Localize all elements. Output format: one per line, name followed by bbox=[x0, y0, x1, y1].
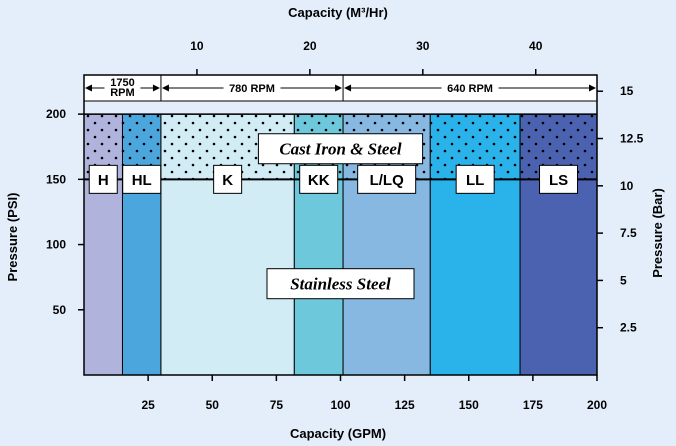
x-bottom-tick-label: 100 bbox=[330, 398, 350, 412]
material-stainless-steel-box bbox=[266, 268, 415, 300]
rpm-label-1750-rpm: 1750 RPM bbox=[110, 77, 134, 99]
x-bottom-tick-label: 200 bbox=[587, 398, 607, 412]
band-label-ls: LS bbox=[549, 172, 568, 189]
x-bottom-tick-label: 125 bbox=[395, 398, 415, 412]
rpm-arrow-head bbox=[335, 84, 343, 92]
band-label-box-kk bbox=[299, 164, 339, 194]
limit-lines-layer bbox=[84, 113, 597, 181]
band-label-l-lq: L/LQ bbox=[370, 172, 404, 189]
y-left-tick-label: 100 bbox=[46, 238, 66, 252]
rpm-label-640-rpm: 640 RPM bbox=[447, 83, 493, 95]
band-label-kk: KK bbox=[308, 172, 330, 189]
rpm-range-row: 1750 RPM 780 RPM 640 RPM bbox=[83, 74, 598, 102]
y-left-tick-label: 50 bbox=[53, 303, 67, 317]
band-label-box-ls bbox=[539, 164, 579, 194]
y-axis-right-title: Pressure (Bar) bbox=[650, 188, 665, 278]
y-right-tick-label: 2.5 bbox=[620, 321, 637, 335]
x-bottom-tick-label: 50 bbox=[206, 398, 220, 412]
x-axis-top-title: Capacity (M³/Hr) bbox=[288, 5, 388, 20]
band-label-box-h bbox=[88, 164, 118, 194]
band-label-box-ll bbox=[455, 164, 495, 194]
rpm-arrow-head bbox=[161, 84, 169, 92]
rpm-arrow-head bbox=[85, 84, 92, 92]
band-label-box-k bbox=[213, 164, 243, 194]
rpm-arrow-head bbox=[344, 84, 352, 92]
y-axis-left-title: Pressure (PSI) bbox=[5, 193, 20, 282]
y-right-tick-label: 15 bbox=[620, 84, 634, 98]
material-cast-iron-steel: Cast Iron & Steel bbox=[279, 140, 402, 159]
rpm-arrow-head bbox=[152, 84, 160, 92]
rpm-arrow-head bbox=[589, 84, 596, 92]
x-top-tick-label: 20 bbox=[303, 39, 317, 53]
y-left-tick-label: 150 bbox=[46, 172, 66, 186]
material-labels: Cast Iron & Steel Stainless Steel bbox=[257, 133, 424, 300]
band-labels-layer: H HL K KK L/LQ LL LS bbox=[88, 164, 579, 194]
band-label-box-l-lq bbox=[357, 164, 417, 194]
x-top-tick-label: 30 bbox=[416, 39, 430, 53]
band-label-ll: LL bbox=[466, 172, 484, 189]
x-axis-bottom-title: Capacity (GPM) bbox=[290, 426, 386, 441]
x-bottom-tick-label: 175 bbox=[523, 398, 543, 412]
axes-layer: 25 50 75 100 125 150 175 200 10 20 30 40 50 100 150 200… bbox=[46, 39, 644, 412]
y-right-tick-label: 7.5 bbox=[620, 226, 637, 240]
band-label-hl: HL bbox=[132, 172, 152, 189]
y-right-tick-label: 12.5 bbox=[620, 132, 644, 146]
x-bottom-tick-label: 25 bbox=[141, 398, 155, 412]
band-label-h: H bbox=[98, 172, 109, 189]
material-cast-iron-steel-box bbox=[257, 133, 424, 165]
x-bottom-tick-label: 150 bbox=[459, 398, 479, 412]
band-label-k: K bbox=[222, 172, 233, 189]
y-right-tick-label: 5 bbox=[620, 273, 627, 287]
rpm-label-780-rpm: 780 RPM bbox=[229, 83, 275, 95]
band-label-box-hl bbox=[122, 164, 162, 194]
y-right-tick-label: 10 bbox=[620, 179, 634, 193]
material-stainless-steel: Stainless Steel bbox=[290, 275, 391, 294]
x-top-tick-label: 40 bbox=[529, 39, 543, 53]
x-top-tick-label: 10 bbox=[190, 39, 204, 53]
x-bottom-tick-label: 75 bbox=[270, 398, 284, 412]
y-left-tick-label: 200 bbox=[46, 107, 66, 121]
